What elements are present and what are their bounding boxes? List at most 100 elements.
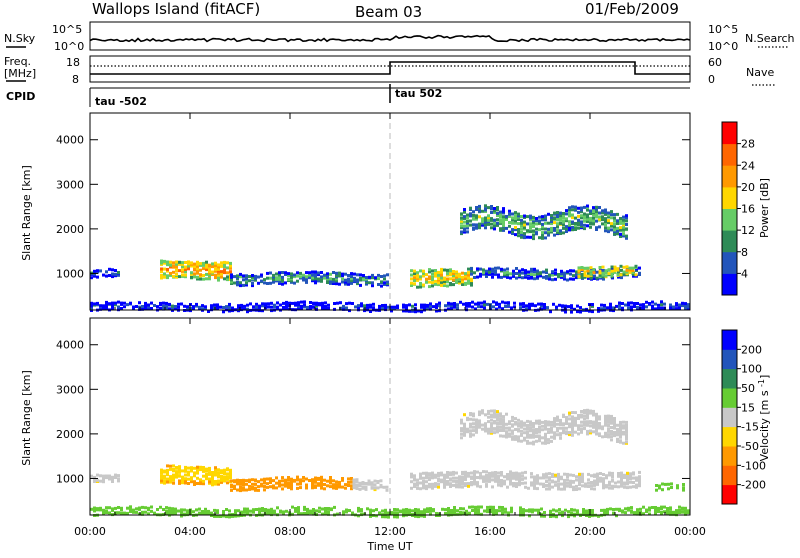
- scatter-cell: [508, 432, 511, 436]
- scatter-cell: [413, 272, 416, 275]
- scatter-cell: [483, 300, 486, 304]
- freq-panel: Freq. [MHz] 18 8 60 0 Nave: [4, 55, 776, 86]
- scatter-cell: [510, 510, 513, 514]
- scatter-cell: [217, 271, 220, 275]
- scatter-cell: [99, 508, 102, 512]
- scatter-cell: [500, 482, 503, 486]
- scatter-cell: [386, 273, 389, 277]
- scatter-cell: [285, 302, 288, 306]
- scatter-cell: [545, 268, 548, 272]
- scatter-cell: [626, 478, 629, 482]
- scatter-cell: [378, 307, 381, 311]
- scatter-cell: [507, 303, 510, 307]
- scatter-cell: [562, 226, 565, 230]
- scatter-cell: [435, 512, 438, 515]
- scatter-cell: [447, 511, 450, 515]
- scatter-cell: [638, 266, 641, 270]
- scatter-cell: [311, 276, 314, 280]
- scatter-cell: [338, 483, 341, 487]
- scatter-cell: [472, 215, 475, 219]
- scatter-cell: [596, 270, 599, 274]
- scatter-cell: [375, 514, 378, 518]
- scatter-cell: [428, 268, 431, 272]
- velocity-colorbar-cell: [722, 426, 737, 447]
- scatter-cell: [217, 479, 220, 483]
- scatter-cell: [220, 478, 223, 482]
- scatter-cell: [452, 472, 455, 476]
- scatter-cell: [422, 471, 425, 475]
- scatter-cell: [374, 276, 377, 280]
- scatter-cell: [452, 476, 455, 480]
- scatter-cell: [214, 276, 217, 280]
- scatter-cell: [150, 509, 153, 513]
- scatter-cell: [562, 231, 565, 235]
- scatter-cell: [141, 307, 144, 311]
- scatter-cell: [467, 279, 470, 282]
- scatter-cell: [496, 427, 499, 430]
- scatter-cell: [529, 230, 532, 234]
- scatter-cell: [327, 306, 330, 310]
- scatter-cell: [530, 475, 533, 479]
- scatter-cell: [586, 411, 589, 415]
- scatter-cell: [544, 437, 547, 441]
- nsky-label: N.Sky: [4, 32, 36, 45]
- scatter-cell: [297, 301, 300, 305]
- scatter-cell: [663, 505, 666, 509]
- scatter-cell: [596, 481, 599, 485]
- scatter-cell: [555, 515, 558, 519]
- scatter-cell: [452, 479, 455, 483]
- velocity-colorbar-cell: [722, 388, 737, 408]
- scatter-cell: [532, 431, 535, 435]
- scatter-cell: [446, 284, 449, 288]
- scatter-cell: [508, 230, 511, 234]
- scatter-cell: [201, 510, 204, 513]
- scatter-cell: [369, 510, 372, 514]
- scatter-cell: [559, 218, 562, 222]
- scatter-cell: [565, 430, 568, 434]
- scatter-cell: [175, 275, 178, 279]
- scatter-cell: [528, 302, 531, 306]
- nave-tick-bottom: 0: [708, 73, 715, 86]
- scatter-cell: [297, 306, 300, 310]
- scatter-cell: [551, 270, 554, 274]
- scatter-cell: [440, 270, 443, 274]
- scatter-cell: [449, 273, 452, 277]
- scatter-cell: [577, 206, 580, 210]
- scatter-cell: [607, 226, 610, 230]
- scatter-cell: [324, 508, 327, 512]
- scatter-cell: [497, 273, 500, 277]
- scatter-cell: [621, 306, 624, 310]
- scatter-cell: [123, 305, 126, 309]
- scatter-cell: [483, 306, 486, 310]
- scatter-cell: [496, 421, 499, 425]
- velocity-colorbar-cell: [722, 407, 737, 428]
- scatter-cell: [323, 487, 326, 491]
- scatter-cell: [207, 509, 210, 513]
- scatter-cell: [544, 236, 547, 240]
- scatter-cell: [129, 508, 132, 512]
- scatter-cell: [205, 272, 208, 276]
- scatter-cell: [347, 484, 350, 487]
- scatter-cell: [567, 510, 570, 514]
- scatter-cell: [347, 274, 350, 277]
- scatter-cell: [625, 437, 628, 441]
- power-colorbar-cell: [722, 186, 737, 209]
- scatter-cell: [548, 273, 551, 277]
- scatter-cell: [296, 475, 299, 479]
- scatter-cell: [487, 409, 490, 413]
- scatter-cell: [553, 211, 556, 215]
- scatter-cell: [519, 306, 522, 310]
- scatter-cell: [372, 509, 375, 513]
- scatter-cell: [245, 479, 248, 483]
- scatter-cell: [96, 301, 99, 305]
- scatter-cell: [278, 280, 281, 284]
- scatter-cell: [567, 305, 570, 309]
- scatter-cell: [514, 420, 517, 424]
- scatter-cell: [642, 307, 645, 311]
- power-colorbar-tick-label: 12: [741, 224, 755, 237]
- scatter-cell: [473, 472, 476, 476]
- scatter-cell: [186, 509, 189, 513]
- scatter-cell: [632, 274, 635, 278]
- scatter-cell: [572, 277, 575, 281]
